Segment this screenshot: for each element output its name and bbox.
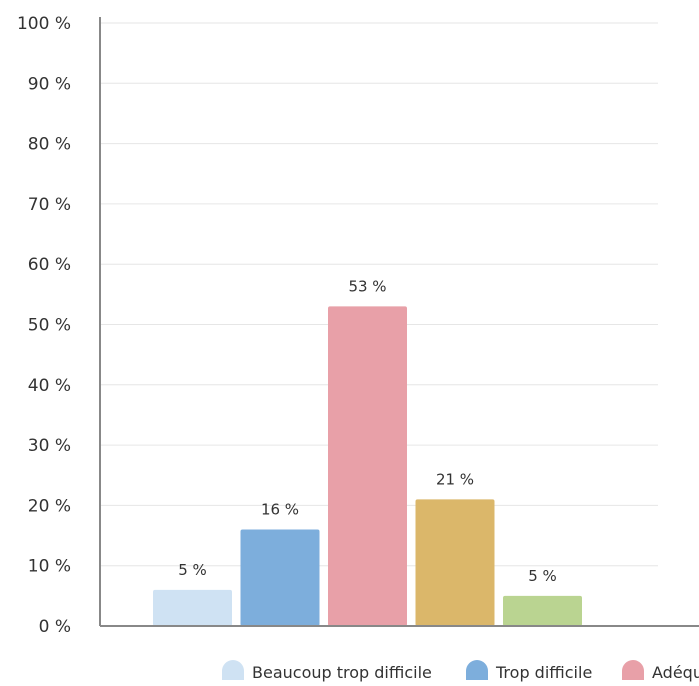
y-tick-label: 70 % — [28, 195, 71, 215]
legend-label: Beaucoup trop difficile — [252, 663, 432, 682]
y-tick-label: 90 % — [28, 74, 71, 94]
data-label: 21 % — [436, 470, 474, 488]
bar — [328, 306, 407, 626]
bar — [503, 595, 582, 626]
y-tick-label: 80 % — [28, 135, 71, 155]
legend-swatch — [622, 660, 644, 680]
legend-swatch — [466, 660, 488, 680]
data-label: 5 % — [528, 567, 557, 585]
y-tick-label: 20 % — [28, 496, 71, 516]
y-tick-label: 100 % — [17, 14, 71, 34]
legend-label: Adéqu — [652, 663, 699, 682]
data-labels: 5 % 16 % 53 % 21 % 5 % — [178, 277, 557, 584]
data-label: 16 % — [261, 501, 299, 519]
legend-label: Trop difficile — [495, 663, 592, 682]
bar — [240, 529, 320, 626]
data-label: 53 % — [348, 277, 386, 295]
y-tick-label: 10 % — [28, 557, 71, 577]
y-tick-label: 0 % — [39, 617, 71, 637]
legend-swatch — [222, 660, 244, 680]
y-tick-label: 30 % — [28, 436, 71, 456]
y-tick-label: 40 % — [28, 376, 71, 396]
y-axis-tick-labels: 0 % 10 % 20 % 30 % 40 % 50 % 60 % 70 % 80 % 90 % 1… — [17, 14, 71, 637]
y-tick-label: 60 % — [28, 255, 71, 275]
bars — [153, 306, 582, 626]
legend: Beaucoup trop difficile Trop difficile Adé… — [222, 660, 699, 682]
y-tick-label: 50 % — [28, 316, 71, 336]
bar — [415, 499, 495, 626]
data-label: 5 % — [178, 561, 207, 579]
bar — [153, 589, 232, 626]
